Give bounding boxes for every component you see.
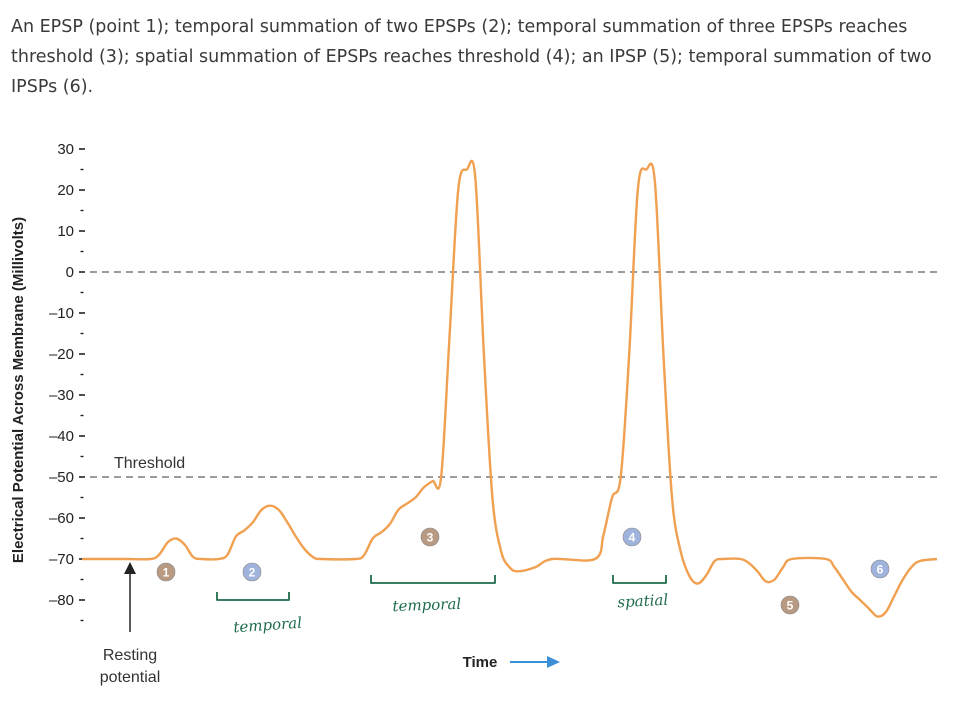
y-tick-label: –70 (49, 551, 74, 568)
marker-3-label: 3 (427, 531, 434, 545)
marker-1-label: 1 (163, 566, 170, 580)
y-tick-label: –50 (49, 469, 74, 486)
marker-4-label: 4 (629, 531, 636, 545)
x-axis-title: Time (463, 654, 498, 671)
marker-4-circle (622, 527, 642, 547)
marker-2-label: 2 (249, 566, 256, 580)
y-tick-label: 0 (66, 264, 74, 281)
y-axis-title: Electrical Potential Across Membrane (Mi… (10, 217, 27, 563)
handwritten-note: temporal (392, 595, 461, 615)
handwritten-bracket (216, 592, 290, 601)
y-tick-label: –80 (49, 592, 74, 609)
y-tick-label: –30 (49, 387, 74, 404)
time-arrow-head (547, 656, 560, 668)
handwritten-note: temporal (233, 614, 303, 637)
handwritten-note: spatial (617, 591, 669, 612)
y-tick-label: –10 (49, 305, 74, 322)
marker-3-circle (420, 527, 440, 547)
y-tick-label: –60 (49, 510, 74, 527)
y-tick-label: –40 (49, 428, 74, 445)
marker-6-label: 6 (877, 563, 884, 577)
resting-arrow-head (124, 562, 136, 574)
marker-5-label: 5 (787, 599, 794, 613)
figure-caption: An EPSP (point 1); temporal summation of… (11, 17, 932, 97)
resting-potential-label: Resting (103, 647, 157, 664)
marker-6-circle (870, 559, 890, 579)
resting-potential-label: potential (100, 669, 161, 686)
y-tick-label: 20 (57, 182, 74, 199)
y-tick-label: 10 (57, 223, 74, 240)
handwritten-bracket (612, 575, 667, 584)
marker-1-circle (156, 562, 176, 582)
y-tick-label: –20 (49, 346, 74, 363)
marker-5-circle (780, 595, 800, 615)
marker-2-circle (242, 562, 262, 582)
y-tick-label: 30 (57, 141, 74, 158)
handwritten-bracket (370, 575, 496, 584)
threshold-label: Threshold (114, 455, 185, 472)
membrane-potential-line (81, 159, 938, 618)
